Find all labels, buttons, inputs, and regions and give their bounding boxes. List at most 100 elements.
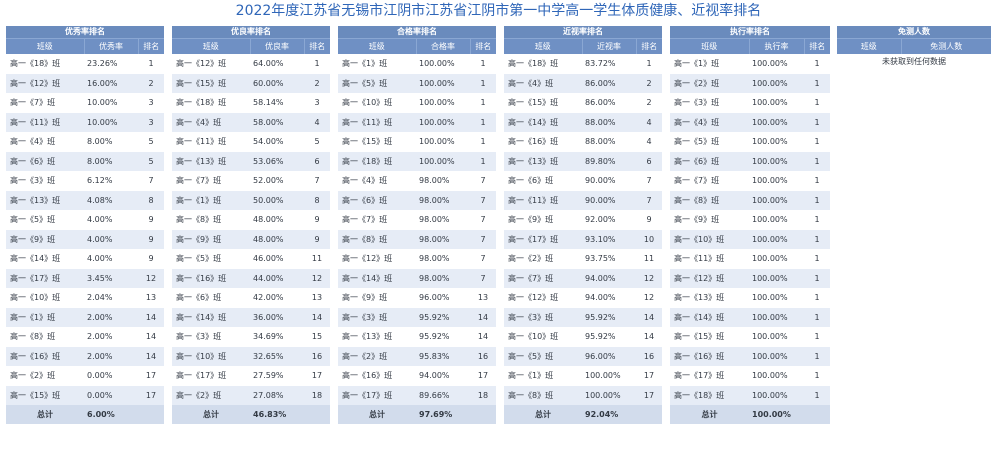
rate-cell: 100.00% [582, 366, 636, 386]
rank-cell: 1 [804, 229, 831, 249]
table-row: 高一《1》班 100.00% 1 [338, 54, 497, 74]
table-row: 高一《15》班 0.00% 17 [6, 385, 165, 405]
rate-cell: 86.00% [582, 73, 636, 93]
class-cell: 高一《2》班 [670, 73, 749, 93]
panel-header: 免测人数 [837, 26, 991, 39]
rank-cell: 9 [304, 210, 331, 230]
rank-cell: 16 [304, 346, 331, 366]
class-cell: 高一《8》班 [172, 210, 250, 230]
table-row: 高一《10》班 100.00% 1 [670, 229, 831, 249]
rate-cell: 90.00% [582, 190, 636, 210]
total-value: 100.00% [749, 405, 804, 424]
ranking-table: 优良率排名 班级 优良率 排名 高一《12》班 64.00% 1 高一《15》班 60.… [172, 26, 331, 424]
rank-cell: 3 [304, 93, 331, 113]
ranking-table: 优秀率排名 班级 优秀率 排名 高一《18》班 23.26% 1 高一《12》班 16.… [6, 26, 165, 424]
rank-cell: 1 [470, 73, 497, 93]
table-row: 高一《15》班 100.00% 1 [338, 132, 497, 152]
rank-cell: 16 [470, 346, 497, 366]
column-header-rank[interactable]: 排名 [635, 38, 663, 54]
table-row: 高一《10》班 32.65% 16 [172, 346, 331, 366]
rank-cell: 17 [138, 385, 165, 405]
rate-cell: 48.00% [250, 229, 304, 249]
rate-cell: 48.00% [250, 210, 304, 230]
panel-myopia-rate: 近视率排名 班级 近视率 排名 高一《18》班 83.72% 1 高一《4》班 86.0… [504, 26, 663, 424]
column-header-exempt[interactable]: 免测人数 [900, 38, 991, 54]
rank-cell: 1 [804, 210, 831, 230]
rank-cell: 7 [304, 171, 331, 191]
column-header-rate[interactable]: 合格率 [415, 38, 470, 54]
rank-cell: 7 [470, 249, 497, 269]
table-row: 高一《2》班 93.75% 11 [504, 249, 663, 269]
column-header-rate[interactable]: 优秀率 [83, 38, 138, 54]
column-header-rank[interactable]: 排名 [303, 38, 331, 54]
column-header-class[interactable]: 班级 [504, 38, 582, 54]
column-header-rank[interactable]: 排名 [803, 38, 831, 54]
rate-cell: 95.92% [416, 327, 470, 347]
column-header-class[interactable]: 班级 [338, 38, 416, 54]
rate-cell: 4.00% [84, 210, 138, 230]
rank-cell: 12 [304, 268, 331, 288]
rate-cell: 96.00% [582, 346, 636, 366]
rank-cell: 6 [636, 151, 663, 171]
class-cell: 高一《15》班 [504, 93, 582, 113]
class-cell: 高一《15》班 [670, 327, 749, 347]
class-cell: 高一《6》班 [670, 151, 749, 171]
column-header-class[interactable]: 班级 [172, 38, 250, 54]
rank-cell: 3 [138, 93, 165, 113]
rate-cell: 88.00% [582, 112, 636, 132]
table-row: 高一《17》班 89.66% 18 [338, 385, 497, 405]
class-cell: 高一《8》班 [670, 190, 749, 210]
table-row: 高一《9》班 92.00% 9 [504, 210, 663, 230]
column-header-rank[interactable]: 排名 [137, 38, 165, 54]
rank-cell: 1 [804, 249, 831, 269]
table-row: 高一《2》班 100.00% 1 [670, 73, 831, 93]
table-row: 高一《12》班 100.00% 1 [670, 268, 831, 288]
table-row: 高一《15》班 60.00% 2 [172, 73, 331, 93]
column-header-class[interactable]: 班级 [6, 38, 84, 54]
rate-cell: 52.00% [250, 171, 304, 191]
column-header-rank[interactable]: 排名 [469, 38, 497, 54]
table-row: 高一《8》班 100.00% 17 [504, 385, 663, 405]
column-header-rate[interactable]: 近视率 [581, 38, 636, 54]
class-cell: 高一《13》班 [172, 151, 250, 171]
rank-cell: 13 [138, 288, 165, 308]
rank-cell: 7 [636, 190, 663, 210]
rate-cell: 94.00% [582, 268, 636, 288]
table-row: 高一《18》班 83.72% 1 [504, 54, 663, 74]
rank-cell: 7 [470, 210, 497, 230]
table-row: 高一《17》班 93.10% 10 [504, 229, 663, 249]
table-body: 高一《1》班 100.00% 1 高一《2》班 100.00% 1 高一《3》班 100.00… [670, 54, 831, 405]
rank-cell: 7 [470, 268, 497, 288]
rate-cell: 6.12% [84, 171, 138, 191]
rate-cell: 83.72% [582, 54, 636, 74]
column-header-class[interactable]: 班级 [670, 38, 749, 54]
rank-cell: 2 [138, 73, 165, 93]
rank-cell: 5 [304, 132, 331, 152]
class-cell: 高一《1》班 [338, 54, 416, 74]
rank-cell: 1 [804, 385, 831, 405]
table-row: 高一《9》班 48.00% 9 [172, 229, 331, 249]
rank-cell: 1 [804, 346, 831, 366]
table-row: 高一《2》班 0.00% 17 [6, 366, 165, 386]
class-cell: 高一《6》班 [338, 190, 416, 210]
total-row: 总计 92.04% [504, 405, 663, 424]
class-cell: 高一《13》班 [504, 151, 582, 171]
class-cell: 高一《4》班 [338, 171, 416, 191]
class-cell: 高一《10》班 [504, 327, 582, 347]
table-row: 高一《12》班 16.00% 2 [6, 73, 165, 93]
table-row: 高一《10》班 95.92% 14 [504, 327, 663, 347]
column-header-rate[interactable]: 优良率 [249, 38, 304, 54]
rate-cell: 100.00% [416, 93, 470, 113]
panel-exempt-count: 免测人数 班级 免测人数 未获取到任何数据 [837, 26, 991, 70]
column-header-rate[interactable]: 执行率 [748, 38, 804, 54]
class-cell: 高一《14》班 [504, 112, 582, 132]
column-header-class[interactable]: 班级 [837, 38, 901, 54]
panel-pass-rate: 合格率排名 班级 合格率 排名 高一《1》班 100.00% 1 高一《5》班 100.… [338, 26, 497, 424]
rate-cell: 0.00% [84, 366, 138, 386]
table-row: 高一《3》班 100.00% 1 [670, 93, 831, 113]
class-cell: 高一《3》班 [504, 307, 582, 327]
rate-cell: 34.69% [250, 327, 304, 347]
class-cell: 高一《5》班 [338, 73, 416, 93]
table-row: 高一《5》班 100.00% 1 [338, 73, 497, 93]
table-row: 高一《16》班 94.00% 17 [338, 366, 497, 386]
